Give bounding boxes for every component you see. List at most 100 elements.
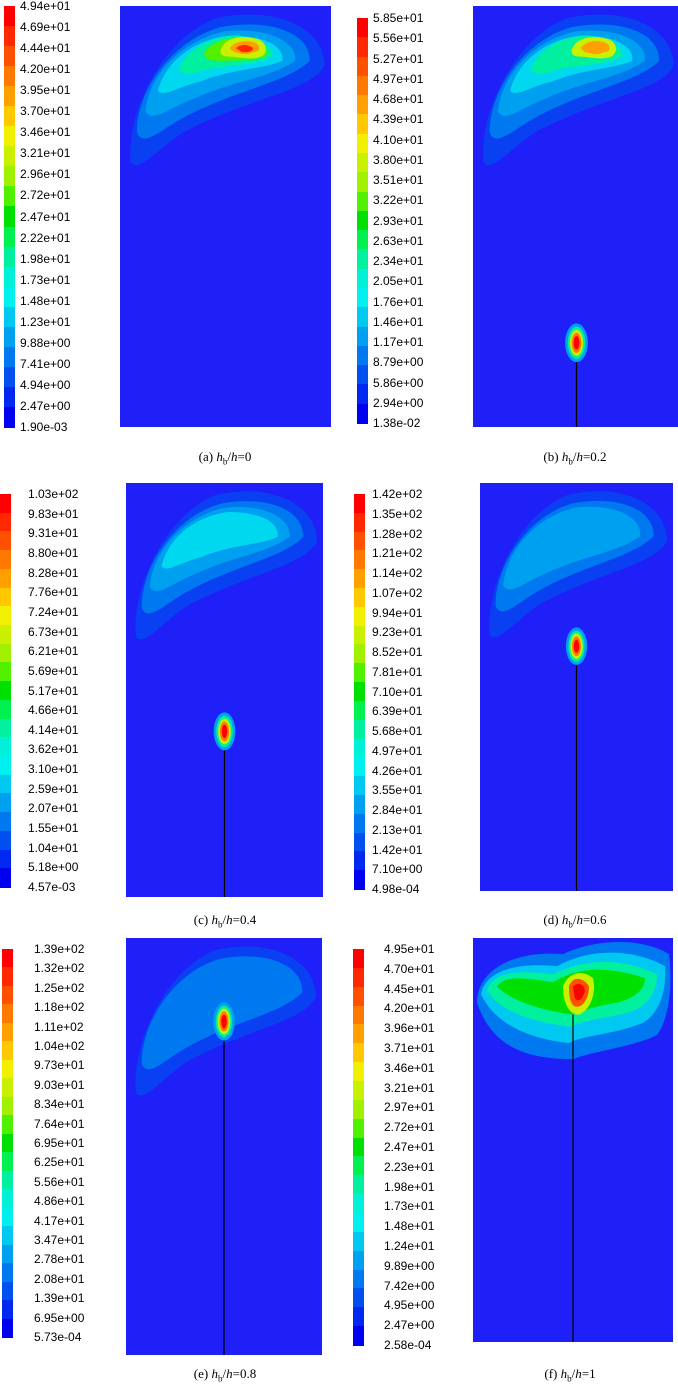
caption-slash: / <box>227 449 231 464</box>
colorbar-tick-label: 3.55e+01 <box>372 783 423 798</box>
colorbar-tick-label: 3.46e+01 <box>384 1060 435 1075</box>
colorbar-tick-label: 5.56e+01 <box>34 1174 85 1189</box>
colorbar-segment <box>354 813 365 834</box>
colorbar-tick-label: 4.14e+01 <box>28 722 79 737</box>
colorbar-segment <box>4 206 15 228</box>
colorbar-tick-label: 2.63e+01 <box>373 233 424 248</box>
colorbar-tick-label: 1.14e+02 <box>372 566 423 580</box>
colorbar-segment <box>0 699 11 720</box>
colorbar-segment <box>0 550 11 571</box>
colorbar-segment <box>353 1269 364 1290</box>
colorbar-tick-label: 2.47e+01 <box>20 209 71 224</box>
colorbar-tick-label: 5.86e+00 <box>373 375 424 390</box>
colorbar-tick-label: 4.94e+01 <box>20 0 71 13</box>
caption-denominator: h <box>576 449 583 464</box>
colorbar-segment <box>0 718 11 739</box>
colorbar-tick-label: 1.11e+02 <box>34 1019 84 1034</box>
colorbar-segment <box>357 249 368 270</box>
colorbar-tick-label: 2.23e+01 <box>384 1159 435 1174</box>
colorbar-segment <box>354 794 365 815</box>
colorbar-segment <box>353 1231 364 1252</box>
colorbar-segment <box>357 75 368 97</box>
colorbar-tick-label: 7.76e+01 <box>28 585 79 600</box>
colorbar-segment <box>0 662 11 683</box>
colorbar-segment <box>4 346 15 369</box>
colorbar-tick-label: 1.90e-03 <box>20 420 68 434</box>
colorbar-segment <box>357 152 368 174</box>
colorbar-tick-label: 1.18e+02 <box>34 1000 85 1015</box>
colorbar-tick-label: 9.73e+01 <box>34 1058 85 1073</box>
colorbar-tick-label: 6.95e+00 <box>34 1310 85 1325</box>
colorbar-segment <box>2 1281 13 1302</box>
colorbar-segment <box>2 1170 13 1191</box>
colorbar-segment <box>357 365 368 386</box>
contour-band <box>573 983 585 1001</box>
colorbar-tick-label: 9.03e+01 <box>34 1077 85 1092</box>
colorbar-tick-label: 4.57e-03 <box>28 880 76 894</box>
colorbar-segment <box>2 1207 13 1228</box>
contour-svg <box>120 6 331 427</box>
caption-label: (b) <box>543 449 562 464</box>
colorbar-segment <box>2 1133 13 1154</box>
colorbar-tick-label: 2.22e+01 <box>20 230 71 245</box>
colorbar-segment <box>353 1326 364 1347</box>
colorbar-segment <box>354 550 365 571</box>
colorbar-b <box>357 18 368 425</box>
colorbar-tick-label: 1.38e-02 <box>373 416 421 430</box>
caption-subscript: b <box>568 456 573 467</box>
colorbar-tick-label: 3.80e+01 <box>373 152 424 167</box>
colorbar-tick-label: 1.25e+02 <box>34 980 85 995</box>
colorbar-tick-label: 5.56e+01 <box>373 31 424 46</box>
colorbar-labels-a: 4.94e+01 4.69e+01 4.44e+01 4.20e+01 3.95e+01… <box>20 0 110 433</box>
colorbar-segment <box>353 1194 364 1215</box>
caption-variable: h <box>560 1366 568 1381</box>
caption-denominator: h <box>226 1366 233 1381</box>
colorbar-tick-label: 4.94e+00 <box>20 377 71 392</box>
colorbar-segment <box>357 403 368 425</box>
colorbar-tick-label: 4.68e+01 <box>373 92 424 106</box>
caption-denominator: h <box>230 449 238 464</box>
colorbar-tick-label: 8.79e+00 <box>373 355 424 370</box>
colorbar-tick-label: 1.73e+01 <box>384 1199 435 1214</box>
colorbar-segment <box>357 191 368 213</box>
colorbar-segment <box>357 95 368 116</box>
colorbar-segment <box>353 1156 364 1177</box>
caption-variable: h <box>561 449 569 464</box>
colorbar-segment <box>4 166 15 188</box>
colorbar-segment <box>4 186 15 208</box>
colorbar-tick-label: 2.94e+00 <box>373 395 424 410</box>
colorbar-tick-label: 1.42e+01 <box>372 842 423 857</box>
colorbar-tick-label: 7.64e+01 <box>34 1116 85 1131</box>
colorbar-tick-label: 1.42e+02 <box>372 487 423 501</box>
colorbar-segment <box>353 1024 364 1045</box>
colorbar-segment <box>357 230 368 251</box>
colorbar-segment <box>353 1118 364 1139</box>
colorbar-tick-label: 4.20e+01 <box>20 62 71 77</box>
caption-value: =0 <box>237 449 252 464</box>
crack-tip-hotspot <box>221 1014 227 1029</box>
colorbar-segment <box>354 531 365 552</box>
colorbar-segment <box>353 1288 364 1309</box>
colorbar-segment <box>353 986 364 1007</box>
caption-value: =1 <box>581 1366 596 1381</box>
colorbar-segment <box>4 86 15 108</box>
caption-label: (d) <box>543 912 562 927</box>
colorbar-segment <box>357 287 368 309</box>
colorbar-segment <box>2 1041 13 1061</box>
colorbar-segment <box>4 6 15 28</box>
colorbar-segment <box>4 26 15 48</box>
colorbar-tick-label: 3.21e+01 <box>384 1080 435 1095</box>
colorbar-segment <box>354 738 365 759</box>
colorbar-segment <box>0 531 11 552</box>
colorbar-segment <box>353 1005 364 1026</box>
colorbar-tick-label: 8.34e+01 <box>34 1097 85 1112</box>
colorbar-segment <box>357 114 368 135</box>
colorbar-tick-label: 1.55e+01 <box>28 821 79 836</box>
caption-slash: / <box>572 912 577 927</box>
colorbar-tick-label: 2.08e+01 <box>34 1271 85 1286</box>
caption-label: (c) <box>193 912 212 927</box>
colorbar-segment <box>354 757 365 778</box>
contour-band <box>161 511 278 569</box>
colorbar-tick-label: 9.31e+01 <box>28 526 79 541</box>
caption-b: (b) hb/h=0.2 <box>500 449 650 467</box>
